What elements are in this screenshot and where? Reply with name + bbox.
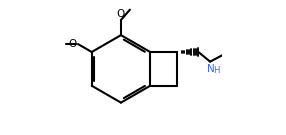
Text: N: N <box>207 64 215 74</box>
Text: H: H <box>213 66 219 75</box>
Text: O: O <box>69 39 77 49</box>
Text: O: O <box>117 9 125 19</box>
